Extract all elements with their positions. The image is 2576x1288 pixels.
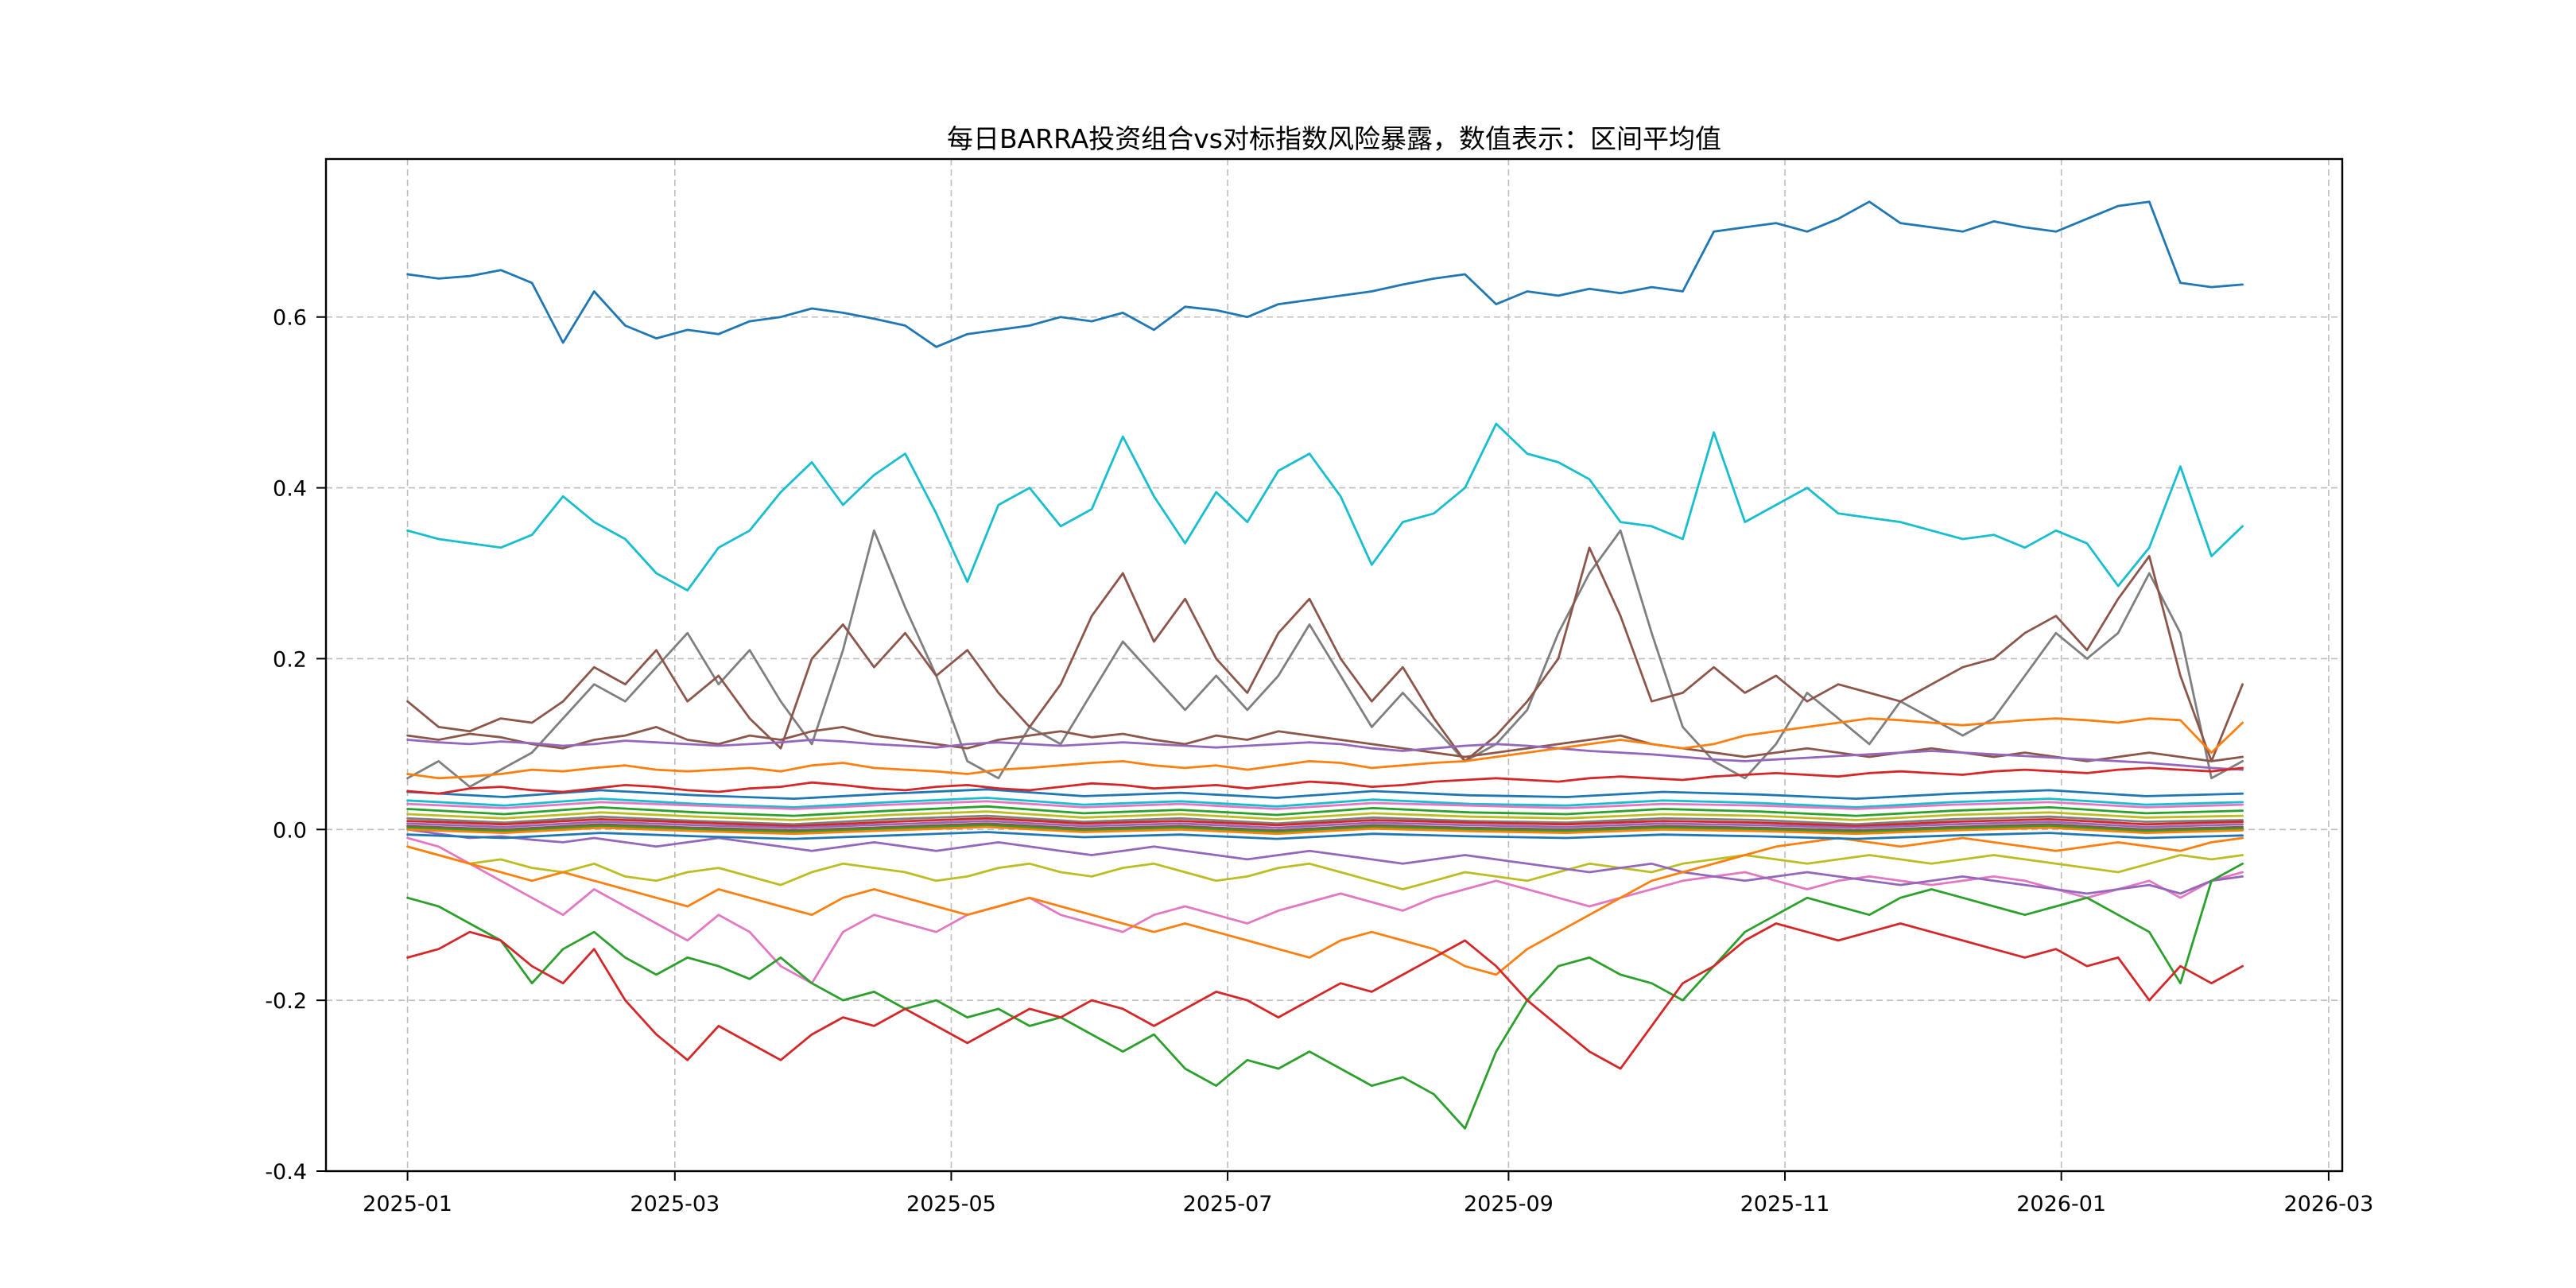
svg-text:2025-11: 2025-11 [1740, 1192, 1830, 1216]
svg-text:2025-03: 2025-03 [630, 1192, 720, 1216]
svg-text:-0.4: -0.4 [265, 1160, 307, 1185]
svg-text:0.6: 0.6 [273, 306, 307, 331]
svg-text:-0.2: -0.2 [265, 989, 307, 1014]
svg-text:2026-03: 2026-03 [2283, 1192, 2373, 1216]
svg-text:2025-01: 2025-01 [363, 1192, 452, 1216]
svg-text:2025-05: 2025-05 [906, 1192, 996, 1216]
svg-text:2025-07: 2025-07 [1183, 1192, 1273, 1216]
svg-text:0.4: 0.4 [273, 477, 307, 502]
svg-text:2026-01: 2026-01 [2016, 1192, 2106, 1216]
chart-title: 每日BARRA投资组合vs对标指数风险暴露，数值表示：区间平均值 [946, 123, 1722, 154]
svg-text:0.2: 0.2 [273, 647, 307, 672]
svg-text:2025-09: 2025-09 [1464, 1192, 1554, 1216]
svg-text:0.0: 0.0 [273, 818, 307, 843]
